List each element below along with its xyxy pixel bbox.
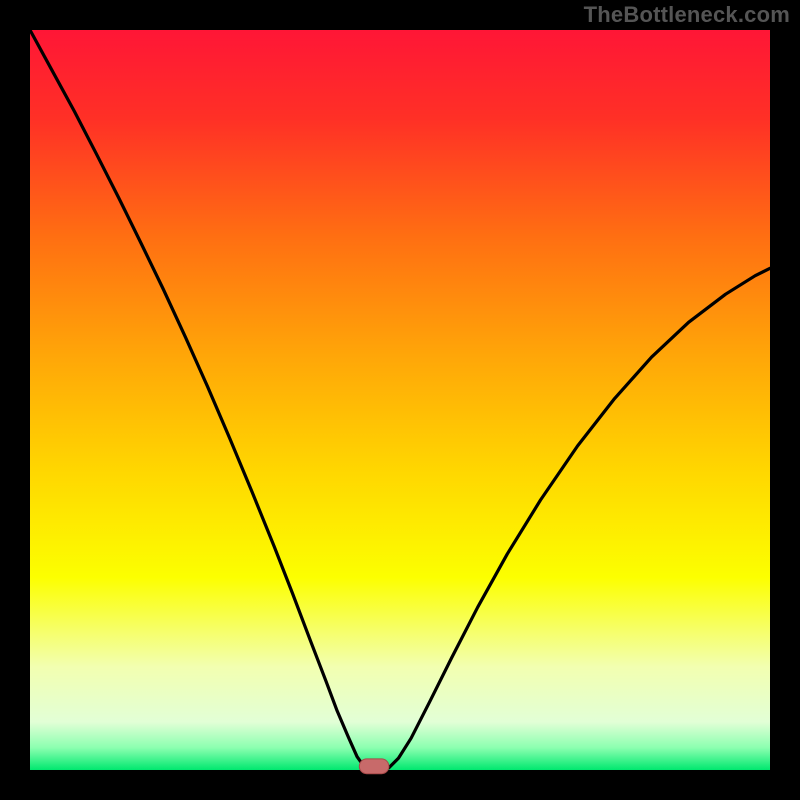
bottleneck-chart bbox=[0, 0, 800, 800]
optimum-marker bbox=[359, 759, 389, 774]
plot-background bbox=[30, 30, 770, 770]
chart-container: TheBottleneck.com bbox=[0, 0, 800, 800]
watermark-text: TheBottleneck.com bbox=[584, 2, 790, 28]
